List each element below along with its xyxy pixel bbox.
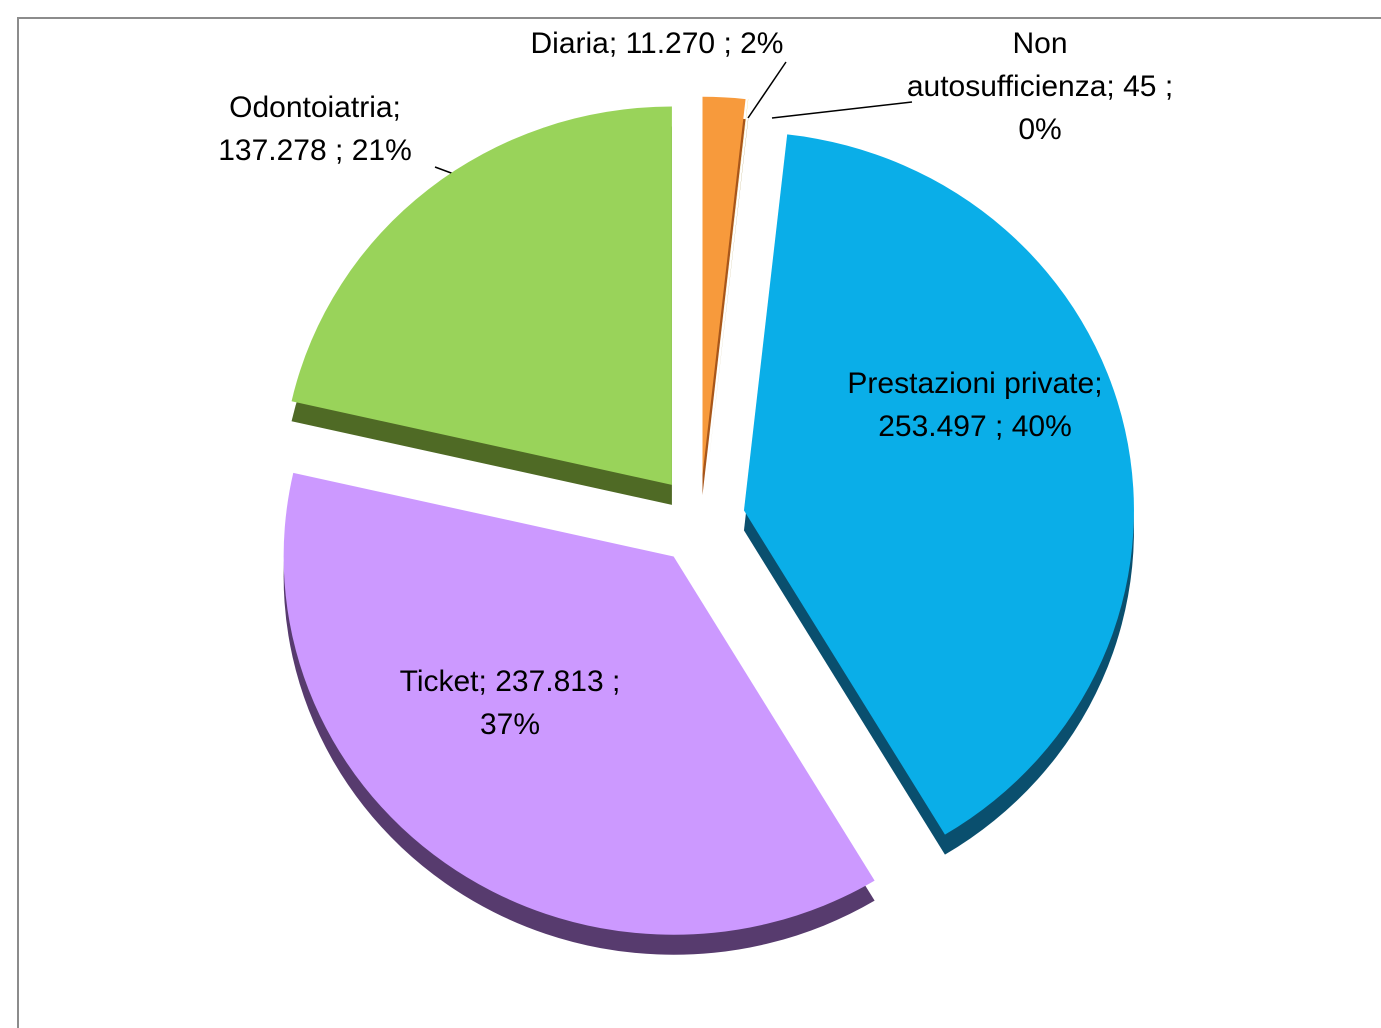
separator: ; [1094,367,1103,400]
data-label: Prestazioni private; 253.497 ; 40% [840,362,1110,448]
category-name: Prestazioni private [847,367,1095,400]
separator: ; [995,410,1004,443]
value-label: 137.278 [218,134,327,167]
percent-label: 2% [740,27,784,60]
separator: ; [608,27,618,60]
category-name: Odontoiatria [229,91,393,124]
slice [743,134,1134,835]
separator: ; [723,27,732,60]
data-label: Non autosufficienza; 45 ; 0% [905,22,1175,151]
separator: ; [335,134,344,167]
value-label: 253.497 [878,410,987,443]
leader-line [747,61,787,119]
separator: ; [1164,70,1174,103]
slice [291,106,672,485]
category-name: Ticket [399,665,479,698]
percent-label: 21% [351,134,412,167]
data-label: Diaria; 11.270 ; 2% [522,22,792,65]
separator: ; [612,665,621,698]
percent-label: 37% [479,708,541,741]
data-label: Ticket; 237.813 ; 37% [375,660,645,746]
separator: ; [392,91,401,124]
slice [283,472,875,935]
percent-label: 40% [1011,410,1072,443]
slice [702,96,746,476]
value-label: 11.270 [625,27,716,60]
category-name: Non autosufficienza [906,27,1107,103]
slice-side [704,119,749,496]
percent-label: 0% [1018,113,1062,146]
value-label: 237.813 [495,665,604,698]
leader-line [771,101,913,119]
separator: ; [478,665,487,698]
data-label: Odontoiatria; 137.278 ; 21% [190,86,440,172]
category-name: Diaria [530,27,609,60]
slice [704,99,749,476]
value-label: 45 [1123,70,1157,103]
chart-frame [17,17,1381,1028]
separator: ; [1106,70,1115,103]
